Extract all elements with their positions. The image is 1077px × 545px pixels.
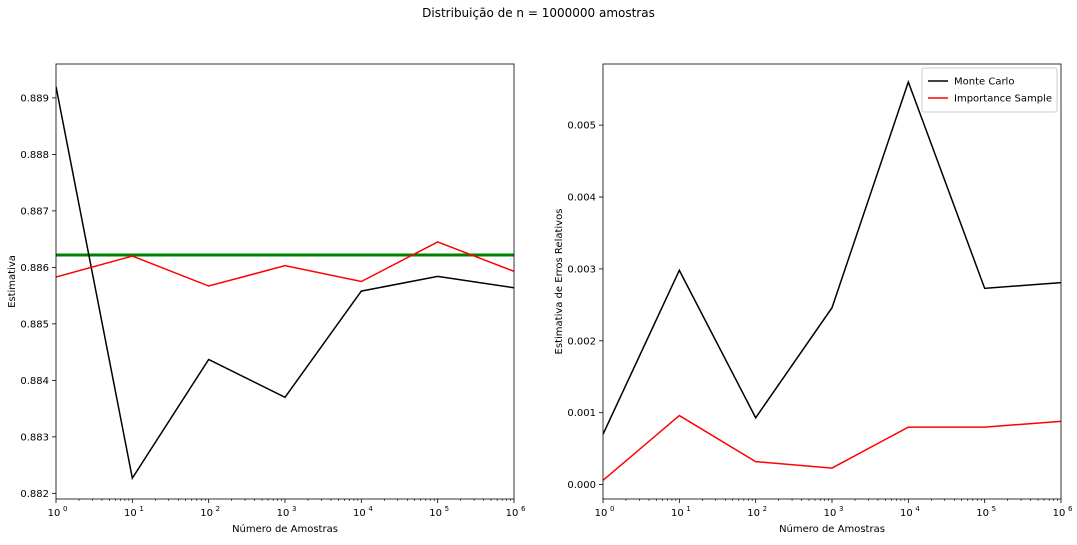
x-tick-label: 10	[429, 508, 442, 519]
x-tick-label: 10	[353, 508, 366, 519]
y-tick-label: 0.883	[20, 432, 49, 443]
x-tick-exponent: 4	[915, 505, 920, 513]
x-tick-label: 10	[200, 508, 213, 519]
y-tick-label: 0.886	[20, 263, 49, 274]
x-tick-exponent: 3	[839, 505, 843, 513]
subplot-2: 10 0 10 1 10 2 10 3 10 4 10 5 10 60.0000.0010.0020.00…	[554, 63, 1073, 535]
x-tick-label: 10	[506, 508, 519, 519]
figure-title: Distribuição de n = 1000000 amostras	[422, 6, 655, 20]
y-tick-label: 0.888	[20, 150, 49, 161]
x-tick-label: 10	[124, 508, 137, 519]
x-tick-label: 10	[595, 508, 608, 519]
legend-label: Importance Sample	[954, 94, 1052, 105]
legend-box	[921, 67, 1058, 113]
x-tick-exponent: 4	[368, 505, 373, 513]
x-tick-exponent: 1	[139, 505, 143, 513]
x-tick-exponent: 0	[63, 505, 67, 513]
x-tick-exponent: 2	[216, 505, 220, 513]
plot-frame	[55, 63, 515, 500]
x-tick-label: 10	[277, 508, 290, 519]
y-tick-label: 0.887	[20, 206, 49, 217]
y-axis-label: Estimativa	[7, 255, 18, 308]
x-tick-exponent: 5	[992, 505, 996, 513]
series-line-2	[56, 241, 514, 287]
legend: Monte Carlo Importance Sample	[921, 67, 1058, 113]
y-tick-label: 0.004	[567, 193, 596, 204]
y-tick-label: 0.882	[20, 489, 49, 500]
x-tick-exponent: 3	[292, 505, 296, 513]
subplot-1: 10 0 10 1 10 2 10 3 10 4 10 5 10 60.8820.8830.8840.88…	[7, 63, 526, 535]
x-tick-exponent: 1	[686, 505, 690, 513]
x-tick-label: 10	[976, 508, 989, 519]
legend-label: Monte Carlo	[954, 77, 1014, 88]
y-tick-label: 0.884	[20, 376, 49, 387]
x-tick-label: 10	[671, 508, 684, 519]
series-line-importance-sample	[603, 414, 1061, 481]
y-tick-label: 0.001	[567, 408, 596, 419]
x-tick-exponent: 0	[610, 505, 614, 513]
y-axis-label: Estimativa de Erros Relativos	[554, 209, 565, 355]
y-tick-label: 0.003	[567, 264, 596, 275]
series-line-monte-carlo	[603, 79, 1061, 435]
x-tick-label: 10	[48, 508, 61, 519]
x-axis-label: Número de Amostras	[232, 523, 338, 535]
y-tick-label: 0.002	[567, 336, 596, 347]
y-tick-label: 0.005	[567, 121, 596, 132]
x-tick-exponent: 2	[763, 505, 767, 513]
x-tick-label: 10	[824, 508, 837, 519]
x-axis-label: Número de Amostras	[779, 523, 885, 535]
plot-frame	[602, 63, 1062, 500]
series-line-1	[56, 86, 514, 481]
y-tick-label: 0.885	[20, 319, 49, 330]
y-tick-label: 0.889	[20, 93, 49, 104]
y-tick-label: 0.000	[567, 480, 596, 491]
x-tick-exponent: 6	[1068, 505, 1073, 513]
x-tick-exponent: 5	[445, 505, 449, 513]
x-tick-label: 10	[747, 508, 760, 519]
x-tick-label: 10	[1053, 508, 1066, 519]
x-tick-label: 10	[900, 508, 913, 519]
x-tick-exponent: 6	[521, 505, 526, 513]
